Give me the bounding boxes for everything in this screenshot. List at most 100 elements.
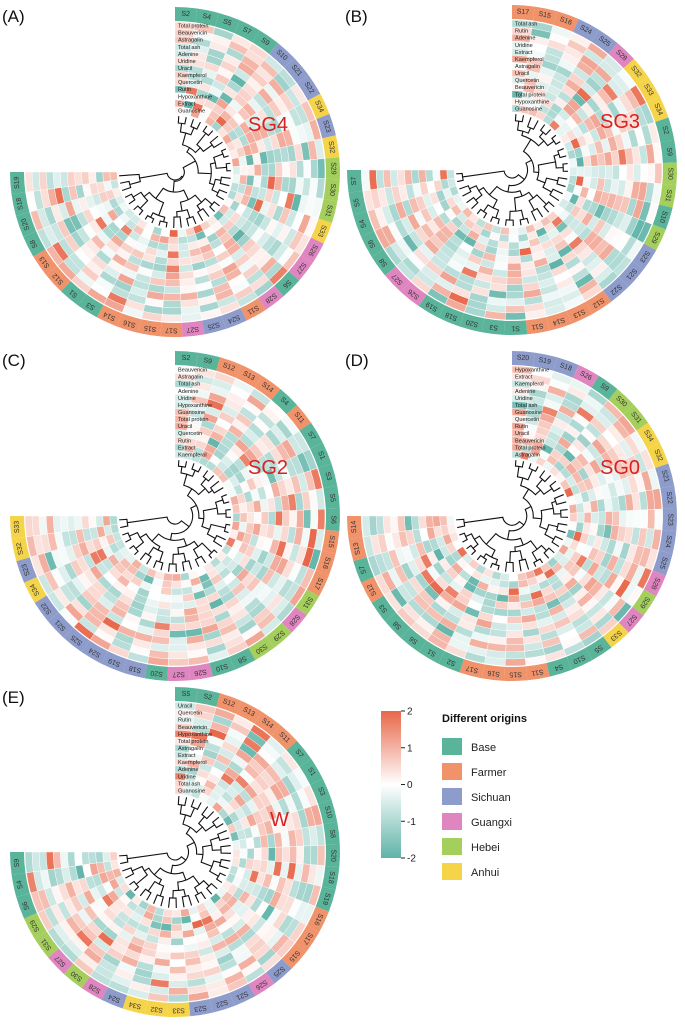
sample-label: S21 <box>660 469 670 483</box>
dendrogram-branch <box>213 153 227 169</box>
origin-ring-segment <box>284 57 309 84</box>
sample-label: S10 <box>658 210 668 224</box>
sample-label: S9 <box>599 382 610 393</box>
sample-label: S30 <box>666 167 673 180</box>
colorbar-tick-label: 1 <box>407 743 413 754</box>
component-label: Extract <box>515 50 533 56</box>
component-label: Adenine <box>178 767 199 773</box>
component-label: Adenine <box>515 389 536 395</box>
dendrogram-branch <box>557 148 567 159</box>
component-label: Beauvericin <box>515 85 544 91</box>
origin-ring-segment <box>266 622 292 648</box>
heatmap-cell <box>575 502 585 514</box>
sample-label: S15 <box>143 324 157 333</box>
heatmap-cell <box>231 839 241 850</box>
component-label: Astragalin <box>515 453 540 459</box>
dendrogram-branch <box>551 500 561 515</box>
heatmap-cell <box>604 511 613 526</box>
origin-swatch <box>442 788 462 805</box>
heatmap-cell <box>102 515 111 527</box>
origin-ring-segment <box>623 404 649 431</box>
component-label: Adenine <box>178 52 199 58</box>
heatmap-cell <box>170 944 185 953</box>
heatmap-cell <box>411 169 420 185</box>
heatmap-cell <box>425 169 434 183</box>
sample-label: S24 <box>227 313 241 324</box>
sample-label: S28 <box>649 576 661 590</box>
origin-ring-segment <box>315 886 336 912</box>
heatmap-cell <box>253 847 262 861</box>
sample-label: S17 <box>165 326 178 333</box>
heatmap-cell <box>498 233 510 243</box>
dendrogram-branch <box>202 125 214 137</box>
dendrogram-branch <box>180 466 196 477</box>
component-label: Uracil <box>515 431 529 437</box>
panel-sg3: S17 S15S16S24S25S28S32S33S34S2S9S30S31S10… <box>345 4 677 335</box>
dendrogram-branch <box>177 460 188 468</box>
sample-label: S18 <box>444 310 458 321</box>
origin-ring-segment <box>195 688 221 707</box>
component-label: Extract <box>178 101 196 107</box>
sample-label: S3 <box>323 471 332 481</box>
heatmap-cell <box>169 965 187 974</box>
sample-label: S17 <box>516 8 529 16</box>
sample-label: S8 <box>378 257 389 268</box>
sample-label: S10 <box>572 653 586 665</box>
panel-sg0: S20 S19S18S26S9S30S31S34S32S21S22S23S24S2… <box>345 351 677 681</box>
dendrogram-branch <box>172 160 196 193</box>
dendrogram-branch <box>474 535 496 558</box>
origin-ring-segment <box>11 536 30 562</box>
sample-label: S1 <box>316 450 326 461</box>
dendrogram-branch <box>528 463 539 472</box>
heatmap-cell <box>167 250 180 259</box>
origin-ring-segment <box>418 640 445 664</box>
sample-label: S18 <box>559 362 573 373</box>
origin-ring-segment <box>144 1000 169 1017</box>
component-label: Total protein <box>515 92 545 98</box>
heatmap-cell <box>432 169 441 182</box>
origin-legend-label: Guangxi <box>471 817 512 829</box>
origin-ring-segment <box>160 322 183 337</box>
dendrogram-branch <box>514 460 525 468</box>
origin-ring-segment <box>321 865 340 890</box>
origin-ring-segment <box>591 375 618 400</box>
sample-label: S2 <box>660 125 669 135</box>
component-label: Quercetin <box>515 417 539 423</box>
dendrogram-branch <box>217 830 230 842</box>
heatmap-cell <box>505 305 526 314</box>
sample-label: S4 <box>359 218 369 229</box>
origin-ring-segment <box>254 375 281 400</box>
origin-ring-segment <box>16 893 37 919</box>
origin-ring-segment <box>286 404 312 431</box>
sample-label: S8 <box>29 238 39 249</box>
heatmap-cell <box>169 951 186 960</box>
component-label: Quercetin <box>178 711 202 717</box>
sample-label: S7 <box>293 748 304 759</box>
dendrogram-branch <box>212 534 226 548</box>
sample-label: S7 <box>241 26 252 36</box>
origin-ring-segment <box>266 958 292 984</box>
heatmap-cell <box>88 515 97 529</box>
heatmap-cell <box>67 171 76 187</box>
dendrogram-branch <box>181 560 193 572</box>
dendrogram-branch <box>519 217 530 226</box>
origin-ring-segment <box>585 290 612 315</box>
heatmap-cell <box>167 243 179 252</box>
origin-ring-segment <box>323 178 340 202</box>
sample-label: S31 <box>323 204 333 218</box>
dendrogram-branch <box>485 532 524 546</box>
heatmap-cell <box>654 508 663 531</box>
component-label: Total protein <box>178 739 208 745</box>
dendrogram-branch <box>209 480 224 494</box>
heatmap-cell <box>253 164 262 177</box>
dendrogram-branch <box>490 562 500 571</box>
heatmap-cell <box>109 515 118 526</box>
dendrogram-branch <box>490 216 500 225</box>
sample-label: S30 <box>328 183 336 196</box>
sample-label: S4 <box>279 396 290 407</box>
origin-ring-segment <box>347 516 363 539</box>
dendrogram-branch <box>220 494 230 504</box>
origin-ring-segment <box>636 76 660 103</box>
dendrogram <box>119 796 232 909</box>
dendrogram-branch <box>220 845 232 854</box>
